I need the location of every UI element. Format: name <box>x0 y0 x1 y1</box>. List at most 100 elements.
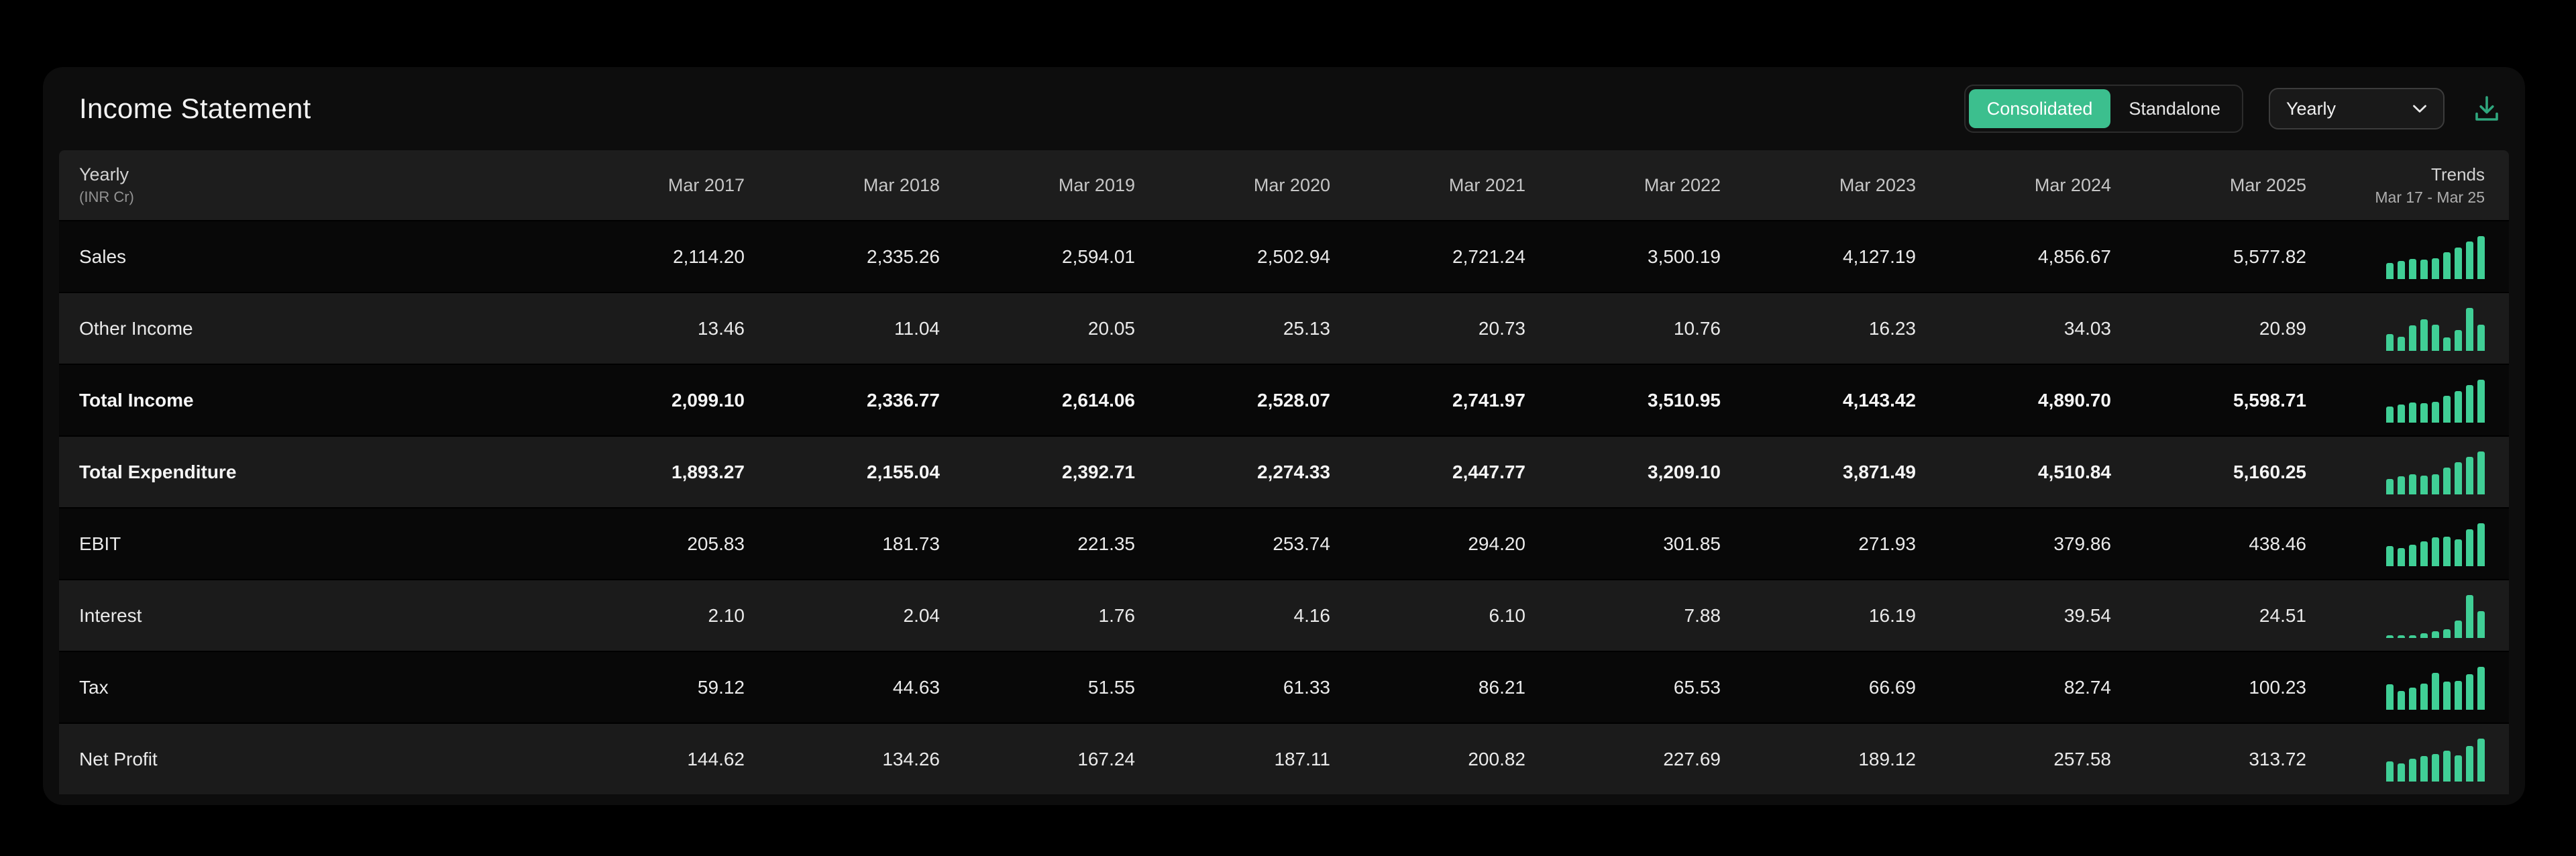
table-row: Sales 2,114.20 2,335.26 2,594.01 2,502.94 2,7… <box>59 220 2509 292</box>
row-value: 189.12 <box>1858 748 1916 769</box>
trend-bar <box>2386 406 2394 423</box>
row-value: 66.69 <box>1868 676 1916 698</box>
trend-bar <box>2386 635 2394 638</box>
row-value: 3,209.10 <box>1648 461 1721 482</box>
row-value: 2,392.71 <box>1062 461 1135 482</box>
row-value: 2,528.07 <box>1257 389 1330 411</box>
trend-bar <box>2432 631 2439 638</box>
row-value: 301.85 <box>1663 533 1721 554</box>
row-value: 13.46 <box>697 317 745 339</box>
row-value: 181.73 <box>882 533 940 554</box>
row-value: 271.93 <box>1858 533 1916 554</box>
row-value: 10.76 <box>1673 317 1721 339</box>
trend-bar <box>2398 763 2405 782</box>
toggle-option-standalone[interactable]: Standalone <box>2129 98 2220 119</box>
row-value: 20.89 <box>2259 317 2306 339</box>
trend-bar <box>2386 262 2394 279</box>
row-value: 82.74 <box>2063 676 2111 698</box>
trend-sparkline <box>2386 665 2485 710</box>
row-value: 44.63 <box>892 676 940 698</box>
table-row: Interest 2.10 2.04 1.76 4.16 6.10 7.88 16.19 39.… <box>59 579 2509 651</box>
trend-bar <box>2409 635 2416 638</box>
trend-bar <box>2386 545 2394 566</box>
trend-bar <box>2432 401 2439 423</box>
row-value: 2.10 <box>708 604 745 626</box>
trend-bar <box>2455 539 2462 566</box>
row-value: 1.76 <box>1098 604 1136 626</box>
trend-bar <box>2455 755 2462 782</box>
row-value: 2,155.04 <box>867 461 940 482</box>
row-value: 4,510.84 <box>2038 461 2111 482</box>
trend-bar <box>2386 761 2394 782</box>
trend-bar <box>2420 403 2428 423</box>
row-label: Interest <box>79 604 142 626</box>
year-column-header: Mar 2021 <box>1448 174 1525 195</box>
row-value: 167.24 <box>1077 748 1135 769</box>
trend-bar <box>2398 260 2405 279</box>
row-value: 3,500.19 <box>1648 246 1721 267</box>
row-value: 100.23 <box>2249 676 2306 698</box>
trend-bar <box>2443 681 2451 710</box>
trend-bar <box>2455 620 2462 638</box>
year-column-header: Mar 2023 <box>1839 174 1916 195</box>
trend-cell <box>2314 665 2509 710</box>
year-column-header: Mar 2017 <box>667 174 745 195</box>
trend-bar <box>2466 307 2473 351</box>
row-value: 205.83 <box>687 533 745 554</box>
trend-bar <box>2432 537 2439 566</box>
row-value: 7.88 <box>1684 604 1721 626</box>
trend-bar <box>2466 241 2473 279</box>
download-button[interactable] <box>2470 92 2504 125</box>
row-value: 313.72 <box>2249 748 2306 769</box>
trend-bar <box>2420 541 2428 566</box>
year-column-header: Mar 2022 <box>1644 174 1721 195</box>
trend-sparkline <box>2386 378 2485 423</box>
trend-cell <box>2314 594 2509 638</box>
trend-bar <box>2466 529 2473 566</box>
trend-bar <box>2432 258 2439 279</box>
trend-cell <box>2314 450 2509 494</box>
download-icon <box>2471 93 2503 125</box>
row-value: 253.74 <box>1273 533 1330 554</box>
trend-bar <box>2386 478 2394 494</box>
trend-bar <box>2443 337 2451 351</box>
table-body: Sales 2,114.20 2,335.26 2,594.01 2,502.94 2,7… <box>59 220 2509 794</box>
trends-header-title: Trends <box>2431 164 2485 184</box>
trend-bar <box>2466 745 2473 782</box>
year-column-header: Mar 2018 <box>863 174 940 195</box>
table-row: EBIT 205.83 181.73 221.35 253.74 294.20 301.85… <box>59 507 2509 579</box>
table-header-row: Yearly (INR Cr) Mar 2017 Mar 2018 Mar 20… <box>59 150 2509 220</box>
row-value: 2,741.97 <box>1452 389 1525 411</box>
row-value: 200.82 <box>1468 748 1525 769</box>
trend-cell <box>2314 737 2509 782</box>
row-value: 144.62 <box>687 748 745 769</box>
row-value: 6.10 <box>1489 604 1526 626</box>
corner-header-period: Yearly <box>79 164 129 184</box>
trend-bar <box>2477 379 2485 423</box>
row-value: 2,614.06 <box>1062 389 1135 411</box>
row-value: 65.53 <box>1673 676 1721 698</box>
row-value: 4,143.42 <box>1843 389 1916 411</box>
trend-cell <box>2314 522 2509 566</box>
row-value: 61.33 <box>1283 676 1330 698</box>
toggle-option-consolidated[interactable]: Consolidated <box>1968 89 2111 128</box>
row-value: 4,890.70 <box>2038 389 2111 411</box>
trend-bar <box>2432 753 2439 782</box>
row-value: 2,447.77 <box>1452 461 1525 482</box>
period-dropdown[interactable]: Yearly <box>2269 88 2445 129</box>
trend-bar <box>2432 474 2439 494</box>
corner-header-unit: (INR Cr) <box>79 189 134 205</box>
trend-bar <box>2477 666 2485 710</box>
row-value: 438.46 <box>2249 533 2306 554</box>
trend-bar <box>2386 333 2394 351</box>
trend-bar <box>2420 475 2428 494</box>
row-value: 25.13 <box>1283 317 1330 339</box>
trend-bar <box>2409 758 2416 782</box>
row-value: 16.23 <box>1868 317 1916 339</box>
trend-bar <box>2455 462 2462 494</box>
period-dropdown-value: Yearly <box>2286 98 2337 119</box>
row-label: Net Profit <box>79 748 158 769</box>
row-value: 24.51 <box>2259 604 2306 626</box>
trend-bar <box>2409 402 2416 423</box>
row-label: Sales <box>79 246 127 267</box>
